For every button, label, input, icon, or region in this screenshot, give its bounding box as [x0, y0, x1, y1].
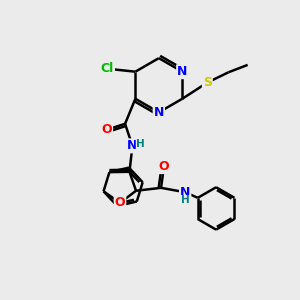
Text: O: O: [101, 123, 112, 136]
Text: H: H: [182, 196, 190, 206]
Text: N: N: [177, 65, 188, 78]
Text: N: N: [180, 186, 190, 199]
Text: N: N: [154, 106, 164, 119]
Text: O: O: [115, 196, 125, 209]
Text: Cl: Cl: [101, 62, 114, 75]
Text: H: H: [136, 140, 145, 149]
Text: N: N: [127, 140, 138, 152]
Text: S: S: [203, 76, 212, 89]
Text: O: O: [159, 160, 169, 173]
